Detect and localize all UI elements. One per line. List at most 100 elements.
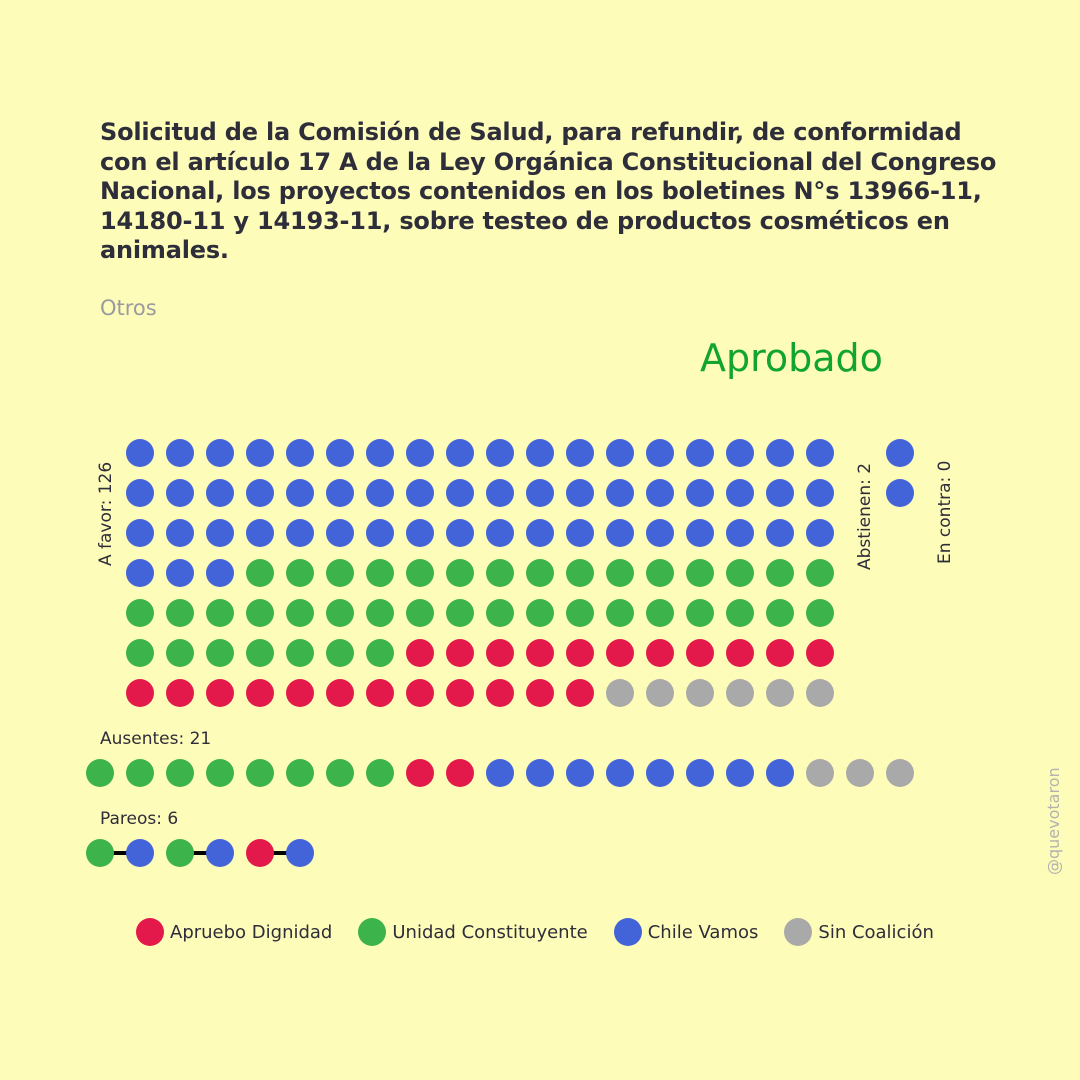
vote-dot-favor-unidad-constituyente <box>366 639 394 667</box>
vote-dot-favor-chile-vamos <box>166 519 194 547</box>
pair-connector <box>100 851 140 855</box>
legend-item-chile-vamos: Chile Vamos <box>613 918 759 946</box>
vote-dot-favor-chile-vamos <box>366 519 394 547</box>
vote-dot-favor-chile-vamos <box>166 479 194 507</box>
legend-item-unidad-constituyente: Unidad Constituyente <box>358 918 588 946</box>
vote-dot-favor-chile-vamos <box>126 519 154 547</box>
legend-label-apruebo-dignidad: Apruebo Dignidad <box>170 921 333 943</box>
vote-dot-favor-apruebo-dignidad <box>406 639 434 667</box>
vote-dot-favor-chile-vamos <box>806 519 834 547</box>
vote-dot-favor-chile-vamos <box>326 439 354 467</box>
pair-connector <box>260 851 300 855</box>
vote-dot-favor-chile-vamos <box>406 479 434 507</box>
vote-dot-favor-chile-vamos <box>806 439 834 467</box>
vote-dot-absent-unidad-constituyente <box>326 759 354 787</box>
vote-dot-absent-chile-vamos <box>486 759 514 787</box>
vote-title: Solicitud de la Comisión de Salud, para … <box>100 118 997 264</box>
vote-dot-favor-apruebo-dignidad <box>566 639 594 667</box>
vote-dot-favor-chile-vamos <box>646 519 674 547</box>
legend-swatch-chile-vamos <box>613 918 642 946</box>
vote-dot-favor-chile-vamos <box>766 519 794 547</box>
vote-dot-favor-chile-vamos <box>686 439 714 467</box>
vote-dot-favor-chile-vamos <box>526 439 554 467</box>
vote-dot-favor-chile-vamos <box>446 519 474 547</box>
vote-dot-favor-chile-vamos <box>606 519 634 547</box>
vote-dot-favor-apruebo-dignidad <box>126 679 154 707</box>
vote-dot-favor-chile-vamos <box>406 519 434 547</box>
vote-dot-favor-unidad-constituyente <box>606 559 634 587</box>
vote-dot-favor-unidad-constituyente <box>526 559 554 587</box>
vote-dot-favor-apruebo-dignidad <box>646 639 674 667</box>
vote-dot-favor-chile-vamos <box>166 439 194 467</box>
vote-dot-favor-unidad-constituyente <box>446 559 474 587</box>
vote-dot-favor-chile-vamos <box>246 519 274 547</box>
vote-dot-favor-chile-vamos <box>606 439 634 467</box>
vote-dot-favor-chile-vamos <box>566 479 594 507</box>
vote-dot-favor-apruebo-dignidad <box>326 679 354 707</box>
vote-dot-favor-chile-vamos <box>446 439 474 467</box>
pair-connector <box>180 851 220 855</box>
vote-dot-favor-chile-vamos <box>406 439 434 467</box>
vote-dot-absent-chile-vamos <box>646 759 674 787</box>
vote-dot-absent-sin-coalicion <box>806 759 834 787</box>
vote-dot-favor-chile-vamos <box>486 519 514 547</box>
vote-dot-favor-unidad-constituyente <box>686 559 714 587</box>
vote-dot-favor-apruebo-dignidad <box>166 679 194 707</box>
vote-dot-favor-unidad-constituyente <box>646 599 674 627</box>
vote-dot-absent-unidad-constituyente <box>366 759 394 787</box>
vote-dot-favor-chile-vamos <box>726 479 754 507</box>
vote-dot-favor-unidad-constituyente <box>166 639 194 667</box>
vote-dot-abstain-chile-vamos <box>886 439 914 467</box>
vote-dot-favor-apruebo-dignidad <box>686 639 714 667</box>
vote-dot-favor-chile-vamos <box>286 479 314 507</box>
vote-dot-favor-chile-vamos <box>686 479 714 507</box>
vote-dot-favor-chile-vamos <box>126 479 154 507</box>
vote-dot-favor-chile-vamos <box>806 479 834 507</box>
vote-dot-favor-unidad-constituyente <box>406 599 434 627</box>
vote-dot-absent-chile-vamos <box>726 759 754 787</box>
legend-item-apruebo-dignidad: Apruebo Dignidad <box>136 918 332 946</box>
vote-dot-favor-unidad-constituyente <box>166 599 194 627</box>
legend-label-chile-vamos: Chile Vamos <box>647 921 759 943</box>
vote-dot-favor-sin-coalicion <box>806 679 834 707</box>
vote-dot-favor-apruebo-dignidad <box>446 679 474 707</box>
vote-dot-favor-sin-coalicion <box>686 679 714 707</box>
vote-dot-pair-unidad-constituyente <box>86 839 114 867</box>
vote-dot-favor-unidad-constituyente <box>806 599 834 627</box>
vote-dot-favor-apruebo-dignidad <box>806 639 834 667</box>
vote-dot-absent-sin-coalicion <box>846 759 874 787</box>
vote-dot-absent-apruebo-dignidad <box>406 759 434 787</box>
vote-dot-pair-chile-vamos <box>206 839 234 867</box>
vote-dot-favor-apruebo-dignidad <box>726 639 754 667</box>
vote-dot-favor-chile-vamos <box>486 439 514 467</box>
vote-dot-pair-unidad-constituyente <box>166 839 194 867</box>
vote-dot-favor-chile-vamos <box>526 479 554 507</box>
vote-dot-favor-unidad-constituyente <box>486 559 514 587</box>
vote-dot-favor-apruebo-dignidad <box>526 679 554 707</box>
legend-label-unidad-constituyente: Unidad Constituyente <box>392 921 588 943</box>
vote-dot-favor-unidad-constituyente <box>766 599 794 627</box>
vote-dot-favor-chile-vamos <box>446 479 474 507</box>
vote-dot-favor-unidad-constituyente <box>366 559 394 587</box>
vote-dot-absent-chile-vamos <box>606 759 634 787</box>
vote-dot-favor-unidad-constituyente <box>446 599 474 627</box>
ausentes-label: Ausentes: 21 <box>100 729 212 749</box>
vote-dot-favor-chile-vamos <box>326 519 354 547</box>
vote-dot-favor-unidad-constituyente <box>246 639 274 667</box>
vote-dot-favor-chile-vamos <box>206 559 234 587</box>
vote-dot-pair-chile-vamos <box>286 839 314 867</box>
vote-dot-absent-unidad-constituyente <box>86 759 114 787</box>
vote-category: Otros <box>100 296 157 320</box>
vote-dot-favor-apruebo-dignidad <box>486 639 514 667</box>
vote-dot-favor-chile-vamos <box>206 519 234 547</box>
vote-dot-absent-unidad-constituyente <box>286 759 314 787</box>
vote-dot-favor-unidad-constituyente <box>686 599 714 627</box>
vote-dot-absent-apruebo-dignidad <box>446 759 474 787</box>
vote-dot-absent-unidad-constituyente <box>126 759 154 787</box>
pareos-label: Pareos: 6 <box>100 809 179 829</box>
vote-dot-pair-apruebo-dignidad <box>246 839 274 867</box>
vote-dot-favor-chile-vamos <box>526 519 554 547</box>
vote-dot-favor-chile-vamos <box>646 479 674 507</box>
vote-dot-favor-chile-vamos <box>686 519 714 547</box>
vote-dot-favor-chile-vamos <box>126 439 154 467</box>
